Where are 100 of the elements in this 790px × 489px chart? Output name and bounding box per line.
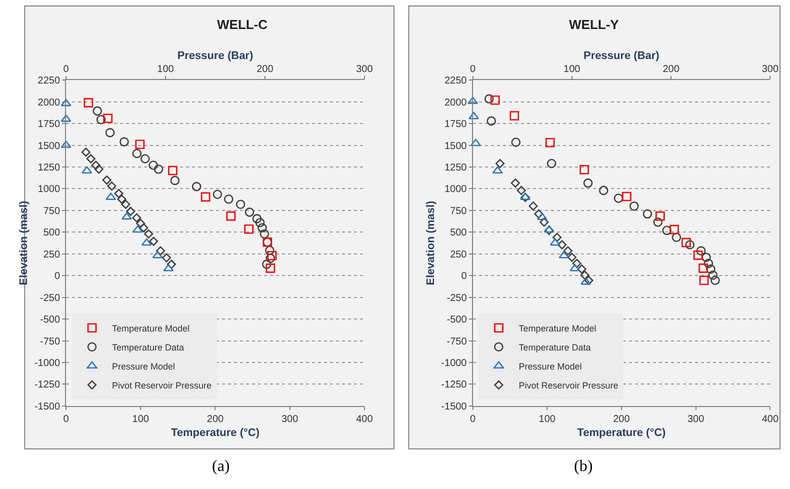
x-axis-title: Temperature (°C) <box>577 427 666 440</box>
y-tick-label: 250 <box>450 249 468 260</box>
y-tick-label: 1000 <box>38 184 60 196</box>
x-tick-label: 200 <box>613 414 630 425</box>
y-tick-label: -250 <box>40 292 60 304</box>
point <box>260 229 270 239</box>
point <box>580 164 589 174</box>
point <box>255 218 265 228</box>
chart-title: WELL-Y <box>569 17 620 32</box>
x-tick-label: 400 <box>356 414 374 425</box>
point <box>670 224 679 234</box>
x-axis-title: Temperature (°C) <box>170 427 260 440</box>
point <box>685 240 695 250</box>
point <box>170 176 180 186</box>
x-tick-label: 0 <box>63 414 70 425</box>
point <box>696 246 706 256</box>
point <box>267 250 277 260</box>
point <box>84 98 94 108</box>
point <box>484 94 494 104</box>
point <box>681 238 691 248</box>
point <box>200 192 210 202</box>
text: (b) <box>574 458 593 475</box>
point <box>545 138 555 148</box>
y-tick-label: -1000 <box>441 358 468 369</box>
legend-label: Pivot Reservoir Pressure <box>112 380 212 390</box>
point <box>252 214 262 224</box>
y-tick-label: -250 <box>446 292 468 304</box>
point <box>168 166 178 176</box>
point <box>622 192 632 202</box>
point <box>583 178 593 188</box>
text: (a) <box>212 458 230 475</box>
point <box>598 186 608 196</box>
x2-tick-label: 0 <box>470 64 476 76</box>
legend-label: Temperature Data <box>112 342 184 352</box>
x-tick-label: 100 <box>132 414 150 425</box>
point <box>708 270 718 280</box>
point <box>642 209 652 219</box>
x2-axis-title: Pressure (Bar) <box>584 50 660 62</box>
y-tick-label: -1500 <box>34 401 60 412</box>
point <box>704 258 714 268</box>
y-tick-label: -750 <box>446 336 468 348</box>
legend-label: Pressure Model <box>112 361 176 372</box>
point <box>236 200 246 209</box>
y-tick-label: 1250 <box>444 162 468 174</box>
point <box>511 138 521 147</box>
x2-axis-title: Pressure (Bar) <box>177 50 254 62</box>
point <box>693 250 703 260</box>
point <box>486 116 496 126</box>
y-tick-label: 750 <box>450 206 468 217</box>
point <box>244 208 254 217</box>
point <box>699 276 709 286</box>
point <box>702 252 711 262</box>
y-tick-label: -1000 <box>34 358 60 369</box>
x-tick-label: 300 <box>281 414 299 425</box>
point <box>698 264 708 273</box>
legend-label: Temperature Model <box>518 323 596 334</box>
y-tick-label: 2000 <box>444 97 468 108</box>
legend-label: Temperature Data <box>518 342 591 352</box>
point <box>132 148 142 158</box>
y-tick-label: 1000 <box>444 184 468 196</box>
y-axis-title: Elevation (masl) <box>424 200 437 286</box>
x-tick-label: 0 <box>470 414 476 425</box>
x-tick-label: 200 <box>206 414 224 425</box>
point <box>546 158 556 168</box>
point <box>662 226 672 236</box>
point <box>96 114 106 124</box>
y-axis-title: Elevation (masl) <box>18 200 30 286</box>
y-tick-label: 1500 <box>38 140 60 152</box>
y-tick-label: 750 <box>43 206 60 217</box>
point <box>258 223 267 232</box>
point <box>92 106 102 116</box>
point <box>266 264 276 273</box>
y-tick-label: 1250 <box>38 162 60 174</box>
point <box>629 201 639 211</box>
legend-label: Temperature Model <box>112 323 190 334</box>
y-tick-label: 1500 <box>444 140 468 152</box>
x2-tick-label: 300 <box>762 64 779 76</box>
point <box>105 128 115 138</box>
y-tick-label: 2250 <box>38 76 60 87</box>
y-tick-label: -1500 <box>441 401 468 412</box>
y-tick-label: -1250 <box>34 380 60 391</box>
y-tick-label: -750 <box>40 336 60 348</box>
point <box>120 137 129 146</box>
point <box>148 160 158 170</box>
y-tick-label: 500 <box>450 228 468 239</box>
point <box>192 182 202 192</box>
point <box>655 211 665 221</box>
point <box>653 218 663 227</box>
y-tick-label: 2250 <box>444 76 468 87</box>
x2-tick-label: 200 <box>662 64 680 76</box>
point <box>614 194 624 203</box>
point <box>266 254 276 263</box>
x-tick-label: 300 <box>687 414 705 425</box>
point <box>154 164 164 174</box>
x2-tick-label: 200 <box>256 64 274 76</box>
legend-label: Pivot Reservoir Pressure <box>518 380 618 390</box>
point <box>140 154 150 164</box>
point <box>710 276 720 286</box>
point <box>135 140 145 150</box>
x2-tick-label: 0 <box>63 64 70 76</box>
